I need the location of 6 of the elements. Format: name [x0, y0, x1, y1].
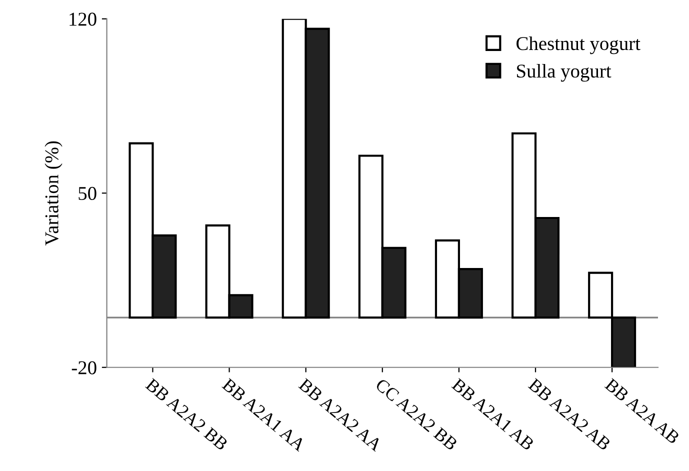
- y-tick-label: 50: [78, 186, 96, 200]
- legend-label: Sulla yogurt: [517, 64, 612, 82]
- y-axis-title: Variation (%): [44, 141, 62, 246]
- y-tick-label: 120: [70, 12, 96, 26]
- legend-label: Chestnut yogurt: [516, 36, 640, 54]
- y-tick-label: -20: [72, 361, 96, 374]
